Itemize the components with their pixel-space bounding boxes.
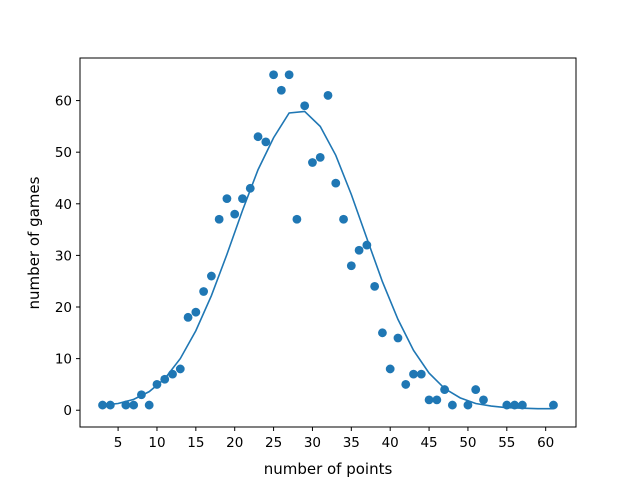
x-tick-label: 50: [459, 435, 476, 451]
scatter-point: [471, 385, 481, 394]
scatter-point: [152, 380, 162, 389]
scatter-point: [300, 101, 310, 111]
scatter-point: [238, 194, 247, 204]
scatter-point: [393, 333, 403, 343]
scatter-point: [447, 400, 457, 410]
scatter-point: [269, 70, 278, 80]
x-tick-label: 15: [187, 435, 204, 451]
scatter-point: [253, 132, 263, 142]
scatter-point: [354, 245, 364, 255]
scatter-point: [191, 307, 201, 317]
scatter-point: [160, 374, 170, 384]
x-tick-label: 60: [537, 435, 554, 451]
y-tick-label: 30: [55, 248, 72, 264]
scatter-point: [409, 369, 418, 379]
scatter-point: [517, 400, 527, 410]
y-tick-label: 0: [63, 403, 72, 419]
scatter-point: [362, 240, 372, 250]
x-tick-label: 25: [265, 435, 282, 451]
x-tick-label: 45: [420, 435, 437, 451]
scatter-point: [206, 271, 216, 281]
scatter-point: [214, 214, 224, 224]
scatter-point: [121, 400, 131, 410]
y-tick-label: 10: [55, 352, 72, 368]
scatter-point: [370, 281, 380, 291]
x-tick-label: 5: [114, 435, 123, 451]
fit-curve-layer: [102, 110, 554, 410]
x-tick-label: 10: [148, 435, 165, 451]
scatter-point: [98, 400, 107, 410]
scatter-point: [378, 328, 387, 338]
scatter-point: [463, 400, 473, 410]
scatter-point: [276, 85, 286, 95]
scatter-point: [222, 194, 232, 204]
scatter-point: [339, 214, 348, 224]
y-axis: 0 10 20 30 40 50 60: [55, 94, 80, 419]
x-axis: 5 10 15 20 25 30 35 40 45 50 55 60: [114, 427, 554, 451]
scatter-point: [183, 312, 193, 322]
x-axis-label: number of points: [264, 460, 393, 478]
scatter-point: [168, 369, 177, 379]
x-tick-label: 40: [382, 435, 399, 451]
y-tick-label: 20: [55, 300, 72, 316]
scatter-point: [331, 178, 341, 188]
scatter-point: [292, 214, 302, 224]
x-tick-label: 20: [226, 435, 243, 451]
scatter-point: [424, 395, 434, 405]
x-tick-label: 55: [498, 435, 515, 451]
scatter-point: [261, 137, 271, 147]
scatter-point: [315, 152, 325, 162]
scatter-point: [440, 385, 450, 394]
scatter-point: [144, 400, 154, 410]
scatter-point: [346, 261, 356, 271]
scatter-point: [323, 91, 333, 100]
y-tick-label: 40: [55, 197, 72, 213]
y-tick-label: 60: [55, 94, 72, 110]
scatter-point: [175, 364, 185, 374]
scatter-point: [549, 400, 558, 410]
scatter-point: [510, 400, 519, 410]
plot-background: [80, 58, 576, 427]
y-tick-label: 50: [55, 145, 72, 161]
x-tick-label: 35: [343, 435, 360, 451]
scatter-point: [245, 183, 255, 193]
scatter-point: [284, 70, 294, 80]
scatter-point: [308, 158, 317, 167]
scatter-point: [105, 400, 115, 410]
x-tick-label: 30: [304, 435, 321, 451]
scatter-point: [385, 364, 395, 374]
scatter-points-layer: [98, 70, 558, 410]
scatter-point: [432, 395, 442, 405]
scatter-point: [230, 209, 240, 219]
scatter-point: [129, 400, 139, 410]
plot-frame: [79, 57, 577, 428]
scatter-point: [137, 390, 146, 400]
scatter-point: [401, 380, 411, 389]
y-axis-label: number of games: [25, 176, 43, 309]
scatter-point: [199, 287, 209, 296]
fit-curve: [102, 110, 554, 410]
scatter-point: [479, 395, 488, 405]
scatter-point: [416, 369, 426, 379]
scatter-point: [502, 400, 512, 410]
